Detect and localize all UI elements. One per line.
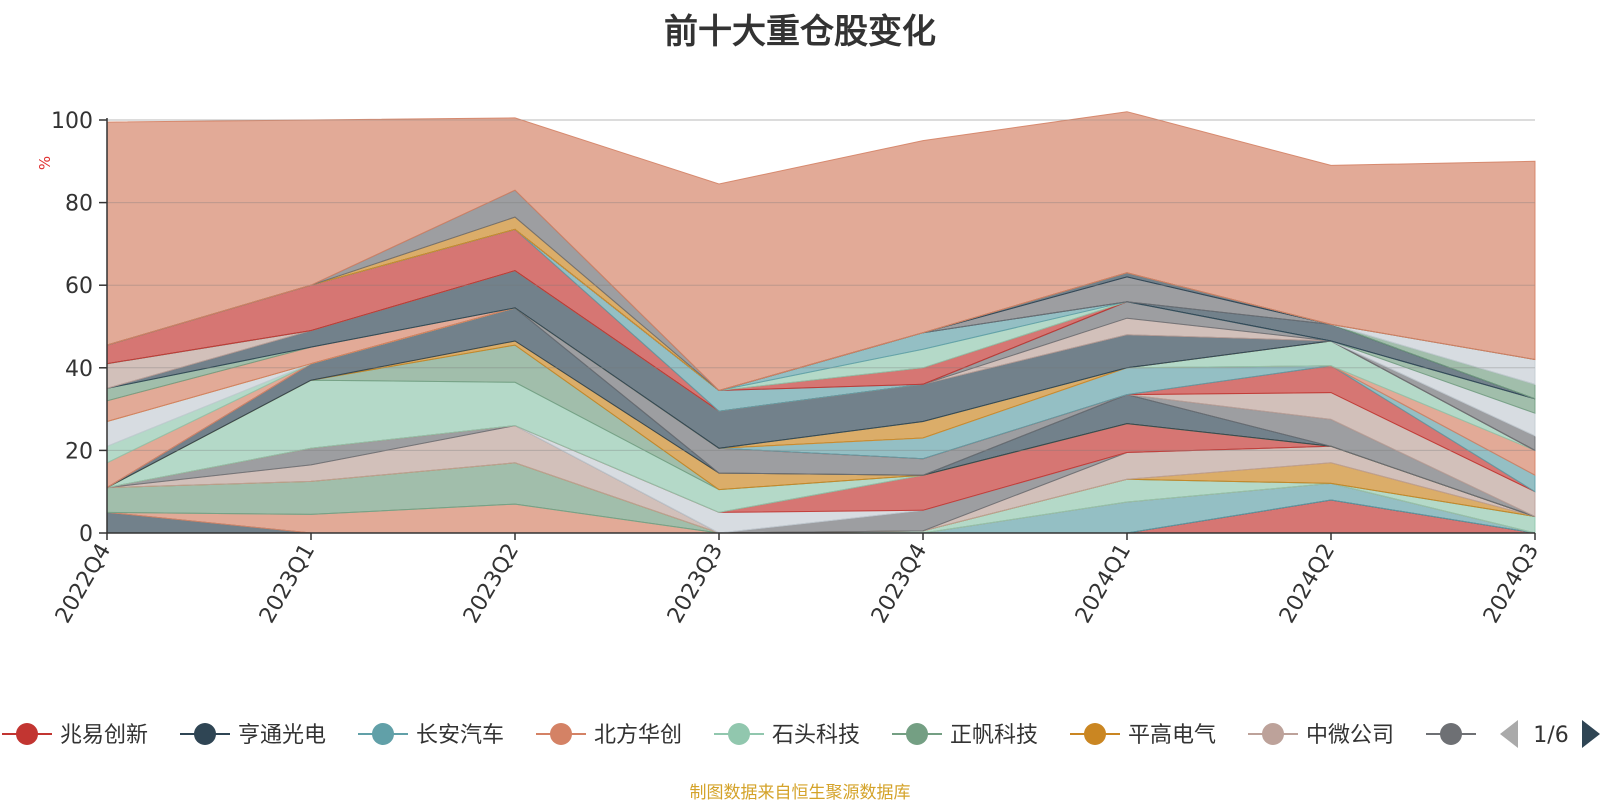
legend[interactable]: 兆易创新 亨通光电 长安汽车 北方华创 石头科技 正帆科技 平高电气 中微公司 晶 [2,723,1506,748]
legend-marker [372,723,394,745]
chart-title: 前十大重仓股变化 [664,12,936,52]
legend-marker [906,723,928,745]
y-tick-label-80: 80 [65,192,93,217]
legend-item-partial[interactable]: 晶 [1426,723,1506,748]
legend-next-arrow-icon[interactable] [1582,720,1600,748]
legend-pager[interactable]: 1/6 [1500,720,1600,748]
x-tick-label-2023Q4: 2023Q4 [867,540,932,628]
legend-item-6[interactable]: 正帆科技 [892,723,1038,748]
legend-marker [1440,723,1462,745]
stacked-areas [106,111,1536,534]
legend-marker [16,723,38,745]
x-tick-label-2024Q3: 2024Q3 [1479,540,1544,628]
x-tick-label-2023Q1: 2023Q1 [255,540,320,628]
legend-label[interactable]: 长安汽车 [416,723,504,748]
legend-item-5[interactable]: 石头科技 [714,723,860,748]
legend-label[interactable]: 北方华创 [594,723,682,748]
legend-label[interactable]: 石头科技 [772,723,860,748]
x-tick-label-2024Q2: 2024Q2 [1275,540,1340,628]
data-source-note: 制图数据来自恒生聚源数据库 [689,783,911,803]
legend-label[interactable]: 正帆科技 [950,723,1038,748]
legend-label[interactable]: 平高电气 [1128,723,1216,748]
legend-label[interactable]: 兆易创新 [60,723,148,748]
y-tick-label-100: 100 [51,109,93,134]
legend-item-2[interactable]: 亨通光电 [180,723,326,748]
legend-label[interactable]: 亨通光电 [238,723,326,748]
legend-item-1[interactable]: 兆易创新 [2,723,148,748]
legend-label[interactable]: 中微公司 [1306,723,1394,748]
y-tick-label-0: 0 [79,522,93,547]
legend-marker [550,723,572,745]
x-tick-label-2023Q3: 2023Q3 [663,540,728,628]
x-tick-label-2024Q1: 2024Q1 [1071,540,1136,628]
x-tick-label-2022Q4: 2022Q4 [51,540,116,628]
y-tick-label-20: 20 [65,439,93,464]
y-tick-label-60: 60 [65,274,93,299]
y-axis-unit: % [36,156,54,170]
legend-page-indicator: 1/6 [1533,723,1568,748]
x-tick-label-2023Q2: 2023Q2 [459,540,524,628]
legend-item-7[interactable]: 平高电气 [1070,723,1216,748]
legend-marker [728,723,750,745]
legend-marker [1084,723,1106,745]
legend-item-4[interactable]: 北方华创 [536,723,682,748]
legend-marker [194,723,216,745]
legend-marker [1262,723,1284,745]
legend-prev-arrow-icon[interactable] [1500,720,1518,748]
area-series-43 [106,111,1536,392]
legend-item-3[interactable]: 长安汽车 [358,723,504,748]
legend-item-8[interactable]: 中微公司 [1248,723,1394,748]
y-tick-label-40: 40 [65,357,93,382]
